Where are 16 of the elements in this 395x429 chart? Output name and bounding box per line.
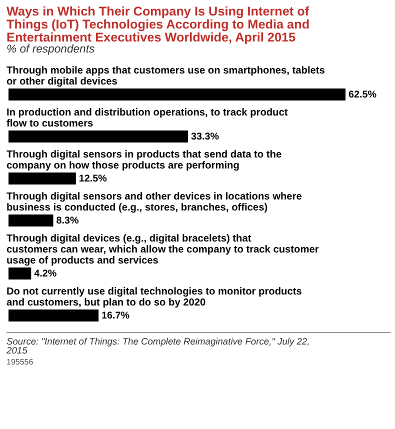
- data-label: 8.3%: [56, 216, 79, 226]
- y-tick-label: In production and distribution operations, to track product flow to customers: [6, 108, 288, 130]
- y-tick-label: Through digital sensors in products that send data to the company on how those products are performing: [6, 150, 282, 172]
- data-label: 4.2%: [34, 268, 57, 280]
- data-label: 62.5%: [348, 90, 377, 100]
- y-tick-label: Through mobile apps that customers use on smartphones, tablets or other digital devices: [6, 66, 326, 88]
- data-label: 12.5%: [78, 174, 108, 184]
- y-tick-label: Do not currently use digital technologies to monitor products and customers, but plan to do so by 2020: [6, 286, 302, 308]
- y-tick-label: Through digital devices (e.g., digital bracelets) that customers can wear, which allow the company to track customer usage of products and services: [6, 234, 319, 266]
- y-tick-label: Through digital sensors and other devices in locations where business is conducted (e.g., stores, branches, offices): [6, 192, 302, 214]
- data-label: 33.3%: [191, 132, 220, 142]
- source-note: Source: "Internet of Things: The Complete Reimaginative Force," July 22, 2015: [6, 336, 310, 356]
- data-label: 16.7%: [102, 310, 130, 322]
- chart-subtitle: % of respondents: [6, 44, 95, 56]
- chart-title: Ways in Which Their Company Is Using Internet of Things (IoT) Technologies According to Media and Entertainment Executives Worldwide, April 2015: [6, 4, 310, 44]
- text: 195556: [6, 358, 34, 366]
